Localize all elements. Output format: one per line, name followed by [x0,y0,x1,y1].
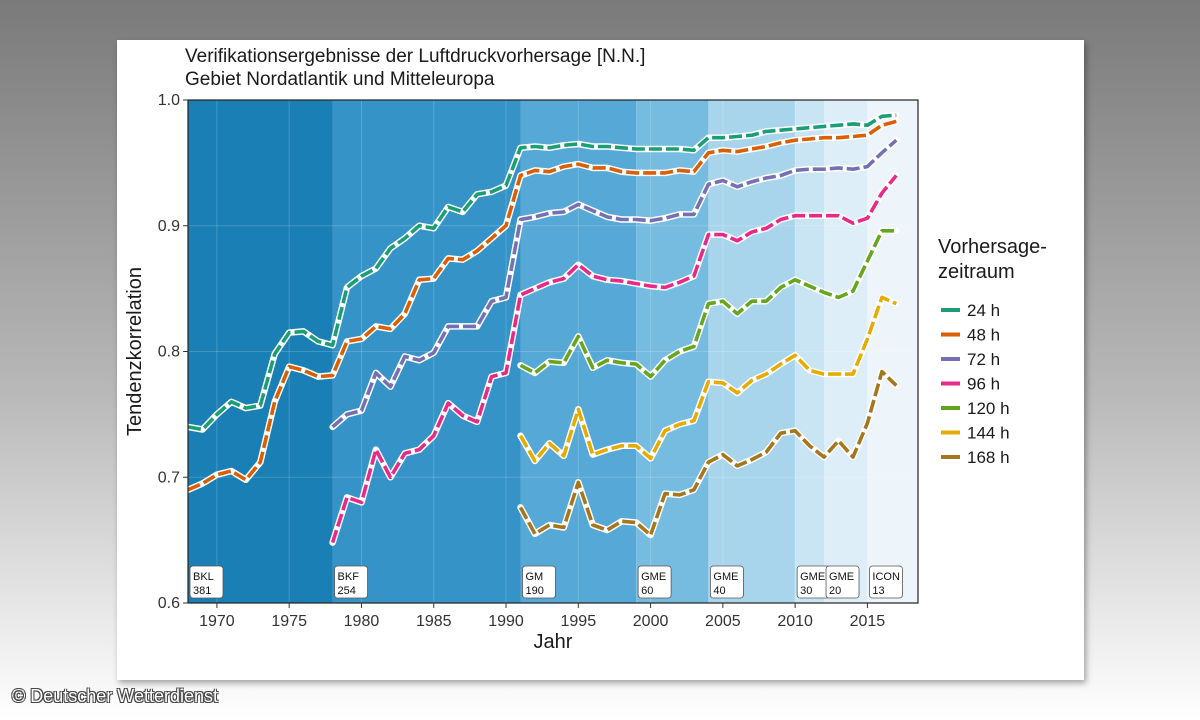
model-period-labels: BKL 381 BKF 254 GM 190 GME 60 GME 40 GME 30 GME 20 ICO… [189,565,903,599]
period-resolution: 60 [641,585,653,597]
series-96h [329,172,900,546]
legend-label: 72 h [967,350,1000,369]
x-tick-label: 2015 [850,613,886,630]
y-tick-label: 1.0 [158,92,180,109]
legend-title-line2: zeitraum [938,261,1015,283]
model-period-bands [188,100,918,603]
legend-item-72h: 72 h [941,350,1000,369]
period-label-box [825,565,860,599]
series-72h [329,136,900,431]
period-resolution: 190 [525,585,543,597]
legend-label: 120 h [967,399,1010,418]
legend-item-48h: 48 h [941,326,1000,345]
legend-item-168h: 168 h [941,448,1010,467]
series-line [187,119,897,492]
copyright-notice: © Deutscher Wetterdienst [12,686,219,706]
period-label-7: ICON 13 [869,565,903,599]
series-24h [184,111,900,433]
legend-label: 24 h [967,301,1000,320]
legend-item-144h: 144 h [941,424,1010,443]
y-tick-label: 0.6 [158,595,180,612]
period-model: BKF [338,571,360,583]
legend-label: 144 h [967,424,1010,443]
legend-label: 168 h [967,448,1010,467]
legend-label: 96 h [967,375,1000,394]
x-tick-label: 2005 [705,613,741,630]
period-model: GME [713,571,738,583]
period-label-box [709,565,744,599]
legend: Vorhersage- zeitraum 24 h 48 h 72 h 96 h 120… [938,236,1047,467]
period-band-1 [332,100,521,603]
period-model: BKL [193,571,214,583]
period-label-box [869,565,903,599]
series-144h [517,294,900,465]
series-48h [184,118,900,494]
period-band-0 [188,100,333,603]
period-label-1: BKF 254 [334,565,368,599]
series-168h [517,368,900,539]
chart-title-block: Verifikationsergebnisse der Luftdruckvor… [185,45,645,91]
chart-title: Verifikationsergebnisse der Luftdruckvor… [185,46,646,67]
legend-label: 48 h [967,326,1000,345]
period-label-4: GME 40 [709,565,744,599]
legend-item-24h: 24 h [941,301,1000,320]
y-tick-label: 0.7 [158,469,180,486]
period-label-5: GME 30 [796,565,831,599]
period-band-3 [636,100,709,603]
x-tick-label: 1970 [199,613,235,630]
period-resolution: 381 [193,585,211,597]
period-label-3: GME 60 [637,565,672,599]
series-line [187,113,897,432]
period-label-2: GM 190 [522,565,556,599]
x-axis-ticks: 1970 1975 1980 1985 1990 1995 2000 2005 2010 2015 [199,603,885,630]
period-resolution: 254 [338,585,356,597]
x-tick-label: 1980 [344,613,380,630]
legend-item-96h: 96 h [941,375,1000,394]
period-model: GME [641,571,666,583]
period-resolution: 20 [829,585,841,597]
period-label-0: BKL 381 [189,565,224,599]
x-tick-label: 2010 [777,613,813,630]
y-axis-title: Tendenzkorrelation [124,267,146,436]
period-model: ICON [872,571,900,583]
x-tick-label: 2000 [633,613,669,630]
period-model: GME [829,571,854,583]
y-tick-label: 0.9 [158,218,180,235]
period-band-2 [520,100,637,603]
chart-subtitle: Gebiet Nordatlantik und Mitteleuropa [185,69,495,90]
period-resolution: 40 [713,585,725,597]
series-line [519,229,897,379]
x-tick-label: 1990 [488,613,524,630]
period-label-box [334,565,368,599]
period-model: GM [525,571,543,583]
period-resolution: 13 [872,585,884,597]
series-line [330,174,898,544]
period-label-box [522,565,556,599]
x-tick-label: 1975 [271,613,307,630]
series-lines [184,111,900,546]
y-axis-ticks: 0.6 0.7 0.8 0.9 1.0 [158,92,188,612]
legend-item-120h: 120 h [941,399,1010,418]
x-axis-title: Jahr [534,631,573,653]
x-tick-label: 1985 [416,613,452,630]
y-tick-label: 0.8 [158,344,180,361]
legend-title-line1: Vorhersage- [938,236,1047,258]
series-120h [517,227,900,380]
series-line [518,369,898,537]
period-resolution: 30 [800,585,812,597]
series-line [518,295,898,463]
period-band-5 [795,100,825,603]
x-tick-label: 1995 [561,613,597,630]
series-line [331,138,898,429]
period-label-6: GME 20 [825,565,860,599]
period-label-box [189,565,224,599]
period-model: GME [800,571,825,583]
period-label-box [637,565,672,599]
